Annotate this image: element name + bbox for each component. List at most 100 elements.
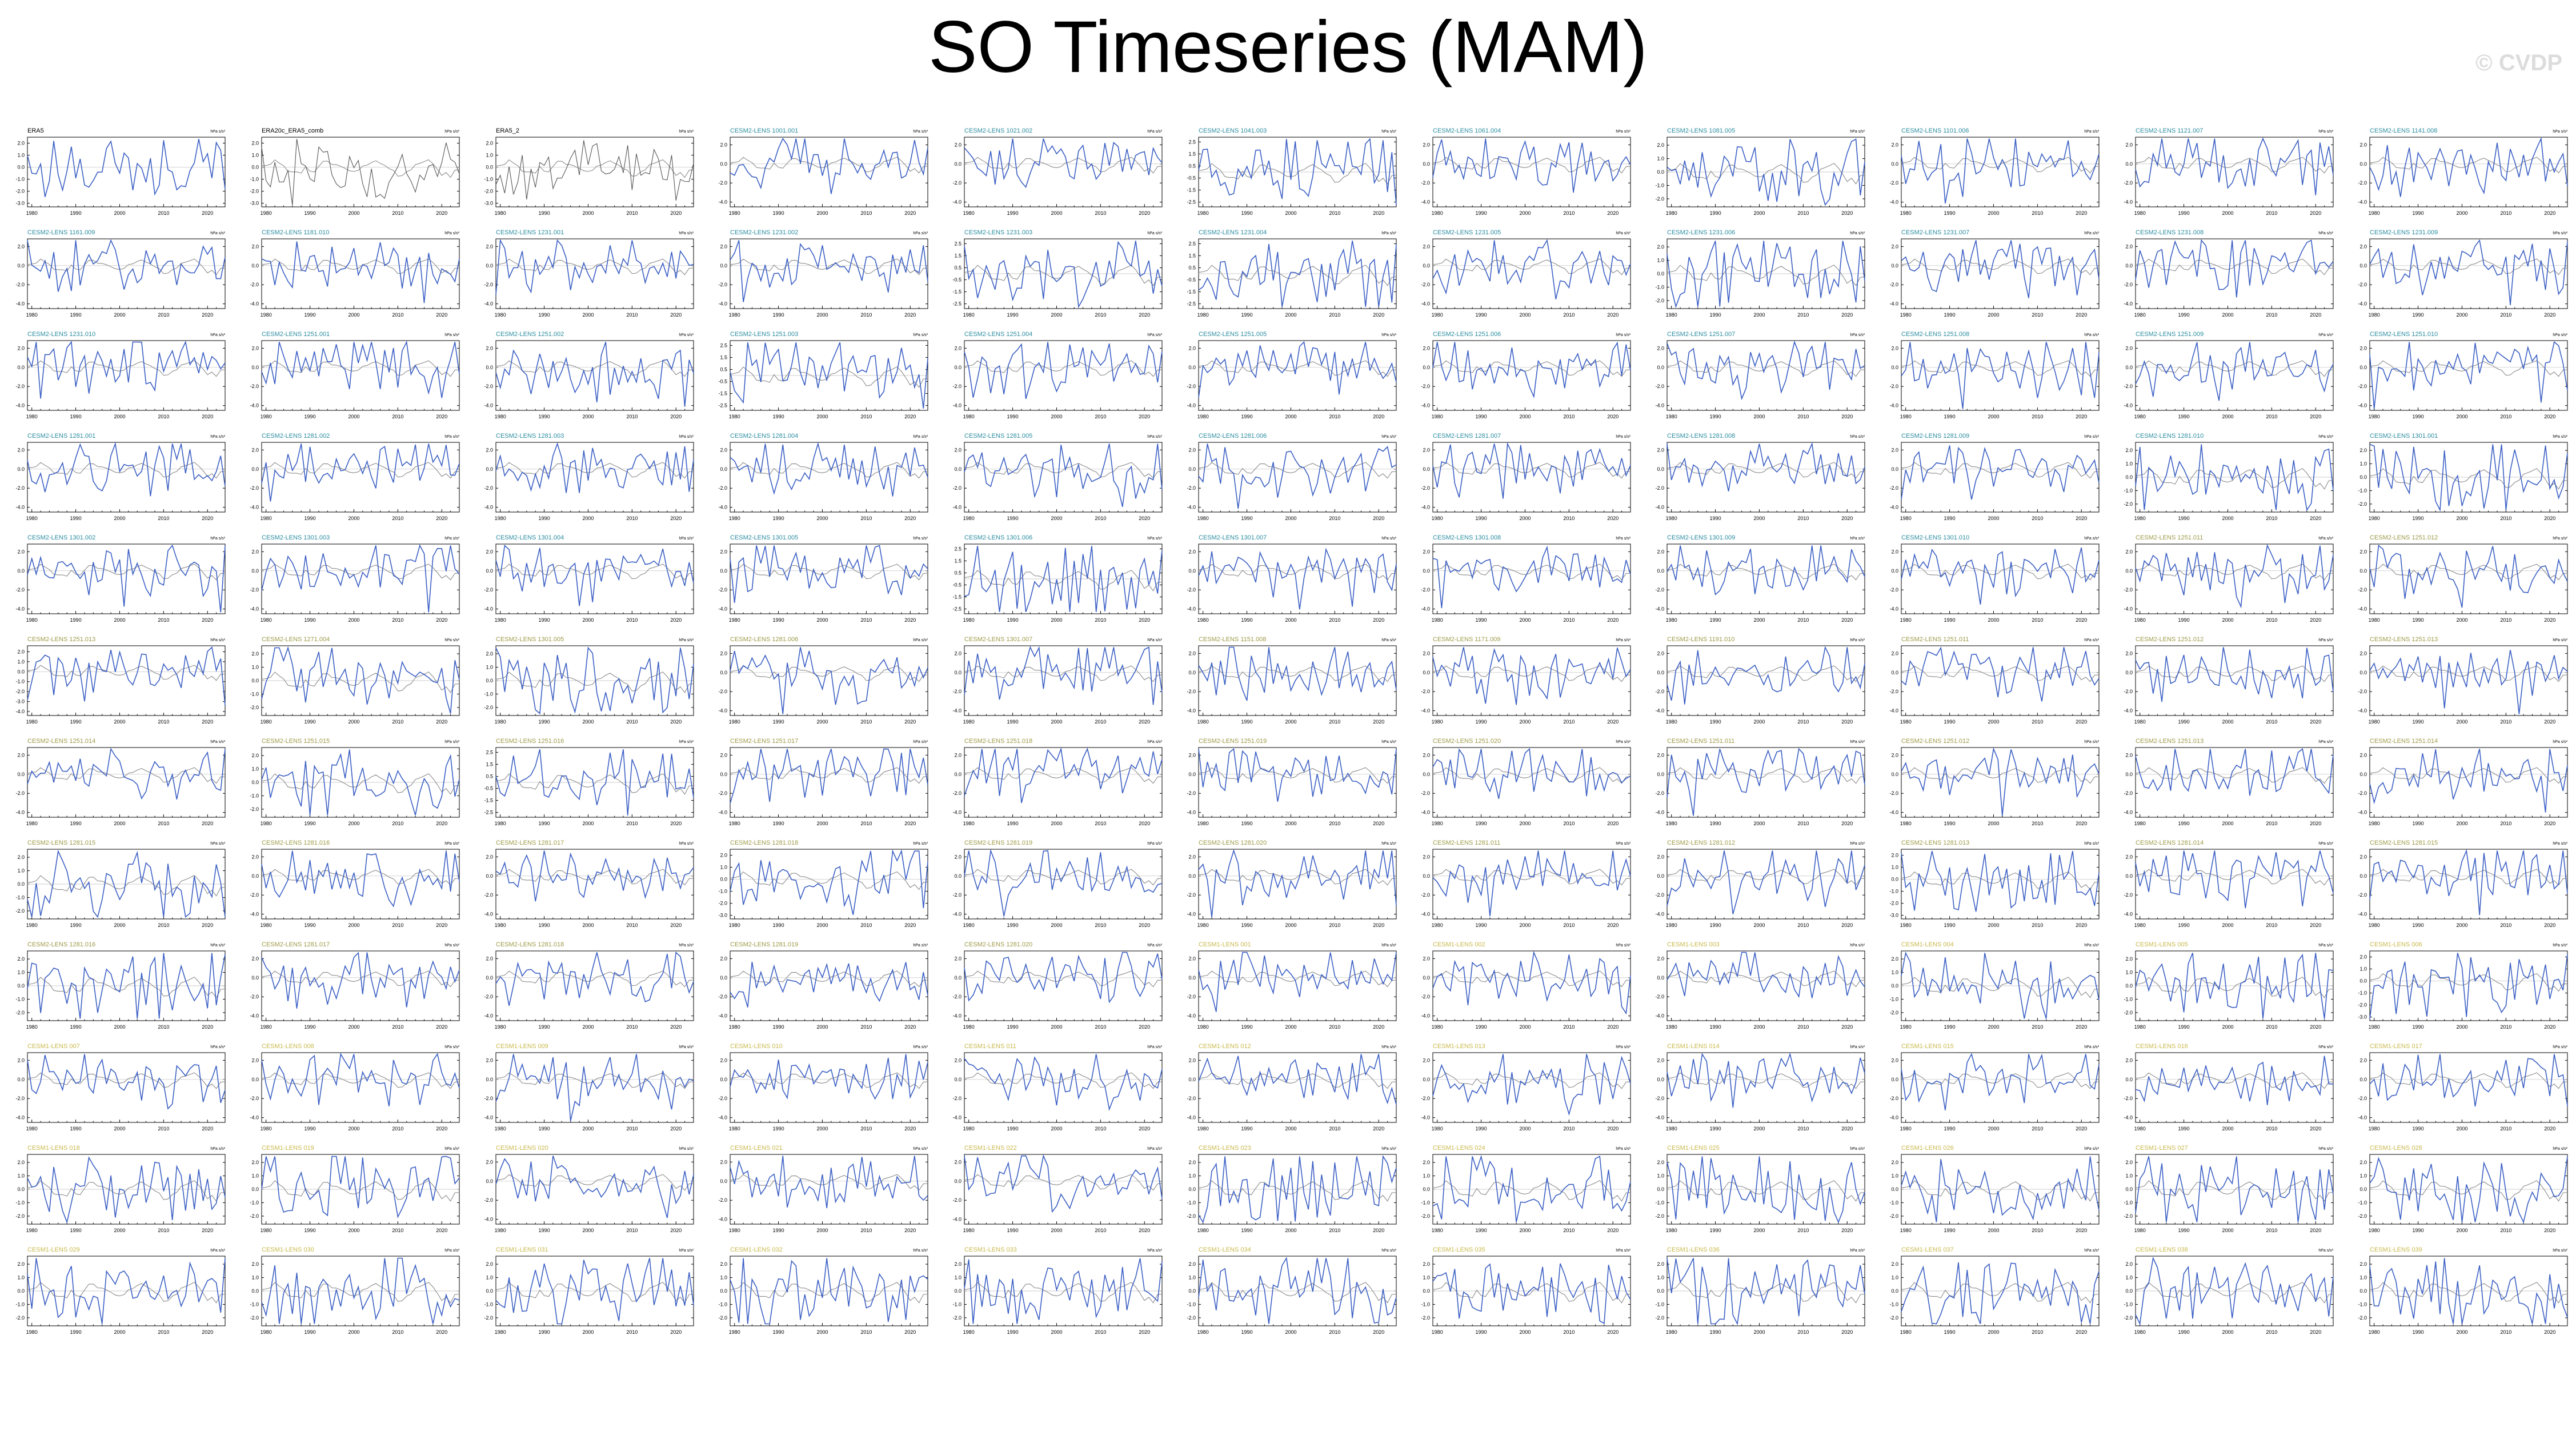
y-tick-label: 2.0 xyxy=(1657,447,1664,453)
x-tick-label: 2020 xyxy=(1607,617,1618,623)
y-tick-label: -2.0 xyxy=(484,383,493,389)
x-tick-label: 1990 xyxy=(1710,312,1721,318)
y-tick-label: -2.0 xyxy=(952,180,962,186)
y-tick-label: 0.0 xyxy=(720,161,727,167)
y-tick-label: -4.0 xyxy=(484,1013,493,1019)
timeseries-panel: CESM2-LENS 1251.018 hPa s/s²2.00.0-2.0-4.… xyxy=(952,738,1163,826)
x-tick-label: 2020 xyxy=(1841,515,1853,521)
x-tick-label: 2020 xyxy=(2544,312,2555,318)
x-tick-label: 1980 xyxy=(1900,617,1912,623)
panel-title: CESM2-LENS 1281.012 xyxy=(1667,840,1735,846)
y-tick-label: 0.0 xyxy=(251,678,259,683)
x-tick-label: 1990 xyxy=(70,312,82,318)
x-tick-label: 1990 xyxy=(1476,515,1487,521)
x-tick-label: 1990 xyxy=(1241,922,1253,928)
ensemble-mean-line xyxy=(730,665,928,682)
x-tick-label: 2010 xyxy=(860,719,872,725)
x-tick-label: 2010 xyxy=(1797,312,1809,318)
y-tick-label: -4.0 xyxy=(1655,708,1664,714)
panel-frame xyxy=(964,645,1163,716)
y-tick-label: -4.0 xyxy=(718,301,727,307)
x-tick-label: 1990 xyxy=(1710,1024,1721,1030)
ensemble-mean-line xyxy=(730,157,928,174)
x-tick-label: 1980 xyxy=(261,515,272,521)
y-tick-label: -4.0 xyxy=(2124,199,2133,205)
x-tick-label: 2000 xyxy=(816,210,828,216)
x-tick-label: 1990 xyxy=(2413,210,2424,216)
y-tick-label: -1.0 xyxy=(15,894,25,900)
y-tick-label: 2.0 xyxy=(17,1057,25,1063)
x-tick-label: 1980 xyxy=(729,210,740,216)
y-tick-label: -1.0 xyxy=(250,691,259,697)
y-tick-label: -2.0 xyxy=(1187,587,1196,593)
x-tick-label: 2010 xyxy=(2032,1024,2043,1030)
y-tick-label: -0.5 xyxy=(1187,175,1196,181)
ensemble-mean-line xyxy=(964,462,1163,479)
panel-units-label: hPa s/s² xyxy=(679,740,694,744)
x-tick-label: 2000 xyxy=(2456,821,2467,826)
x-tick-label: 2000 xyxy=(1051,922,1062,928)
panel-title: CESM2-LENS 1281.018 xyxy=(496,941,564,948)
ensemble-mean-line xyxy=(1198,360,1397,377)
x-tick-label: 1990 xyxy=(1476,821,1487,826)
x-tick-label: 2020 xyxy=(2310,414,2321,419)
member-series-line xyxy=(1432,341,1631,398)
y-tick-label: -2.0 xyxy=(250,587,259,593)
y-tick-label: 1.5 xyxy=(486,761,493,767)
x-tick-label: 2000 xyxy=(816,1126,828,1132)
x-tick-label: 2020 xyxy=(904,617,916,623)
x-tick-label: 2010 xyxy=(860,515,872,521)
ensemble-mean-line xyxy=(1198,563,1397,581)
y-tick-label: 0.0 xyxy=(2359,978,2367,984)
member-series-line xyxy=(964,952,1163,1004)
member-series-line xyxy=(2369,650,2568,714)
x-tick-label: 1980 xyxy=(963,617,975,623)
x-tick-label: 2010 xyxy=(1563,1024,1575,1030)
x-tick-label: 2020 xyxy=(202,515,213,521)
y-tick-label: 0.0 xyxy=(251,1077,259,1082)
x-tick-label: 2020 xyxy=(2076,617,2087,623)
x-tick-label: 2010 xyxy=(392,821,403,826)
panel-title: CESM2-LENS 1001.001 xyxy=(730,127,798,134)
y-tick-label: 0.0 xyxy=(1657,670,1664,675)
panel-title: CESM2-LENS 1281.015 xyxy=(2370,840,2438,846)
member-series-line xyxy=(1666,952,1865,998)
y-tick-label: -0.5 xyxy=(484,786,493,792)
x-tick-label: 2000 xyxy=(1051,210,1062,216)
panel-title: CESM2-LENS 1281.006 xyxy=(1199,433,1267,439)
y-tick-label: -4.0 xyxy=(1187,606,1196,612)
member-series-line xyxy=(261,340,460,398)
panel-title: CESM2-LENS 1181.010 xyxy=(262,229,329,236)
y-tick-label: 0.0 xyxy=(17,466,25,472)
y-tick-label: 2.0 xyxy=(251,345,259,351)
x-tick-label: 2020 xyxy=(1607,210,1618,216)
member-series-line xyxy=(27,442,226,497)
x-tick-label: 2020 xyxy=(202,312,213,318)
panel-units-label: hPa s/s² xyxy=(2084,537,2099,541)
timeseries-panel: CESM2-LENS 1301.010 hPa s/s²2.00.0-2.0-4.… xyxy=(1889,534,2100,623)
x-tick-label: 1980 xyxy=(963,210,975,216)
x-tick-label: 2020 xyxy=(2076,922,2087,928)
panel-units-label: hPa s/s² xyxy=(913,1045,928,1049)
panel-frame xyxy=(27,1052,226,1123)
panel-title: CESM2-LENS 1251.011 xyxy=(1667,738,1734,745)
timeseries-panel: CESM1-LENS 005 hPa s/s²2.01.00.0-1.0-2.01… xyxy=(2124,941,2333,1030)
panel-units-label: hPa s/s² xyxy=(444,231,459,235)
ensemble-mean-line xyxy=(2135,977,2334,998)
y-tick-label: -4.0 xyxy=(15,1115,25,1121)
x-tick-label: 2000 xyxy=(114,312,125,318)
x-tick-label: 1990 xyxy=(70,719,82,725)
x-tick-label: 1990 xyxy=(305,515,316,521)
y-tick-label: -2.0 xyxy=(1655,994,1664,1000)
y-tick-label: -4.0 xyxy=(2124,606,2133,612)
timeseries-panel: CESM2-LENS 1301.009 hPa s/s²2.00.0-2.0-4.… xyxy=(1655,534,1865,623)
x-tick-label: 2000 xyxy=(114,515,125,521)
x-tick-label: 2000 xyxy=(582,312,594,318)
x-tick-label: 2000 xyxy=(582,515,594,521)
timeseries-panel: CESM2-LENS 1301.007 hPa s/s²2.00.0-2.0-4.… xyxy=(952,636,1163,725)
panel-title: CESM2-LENS 1231.008 xyxy=(2136,229,2204,236)
member-series-line xyxy=(2135,953,2334,1019)
panel-units-label: hPa s/s² xyxy=(2318,130,2333,134)
panel-title: CESM2-LENS 1251.012 xyxy=(2136,636,2204,643)
